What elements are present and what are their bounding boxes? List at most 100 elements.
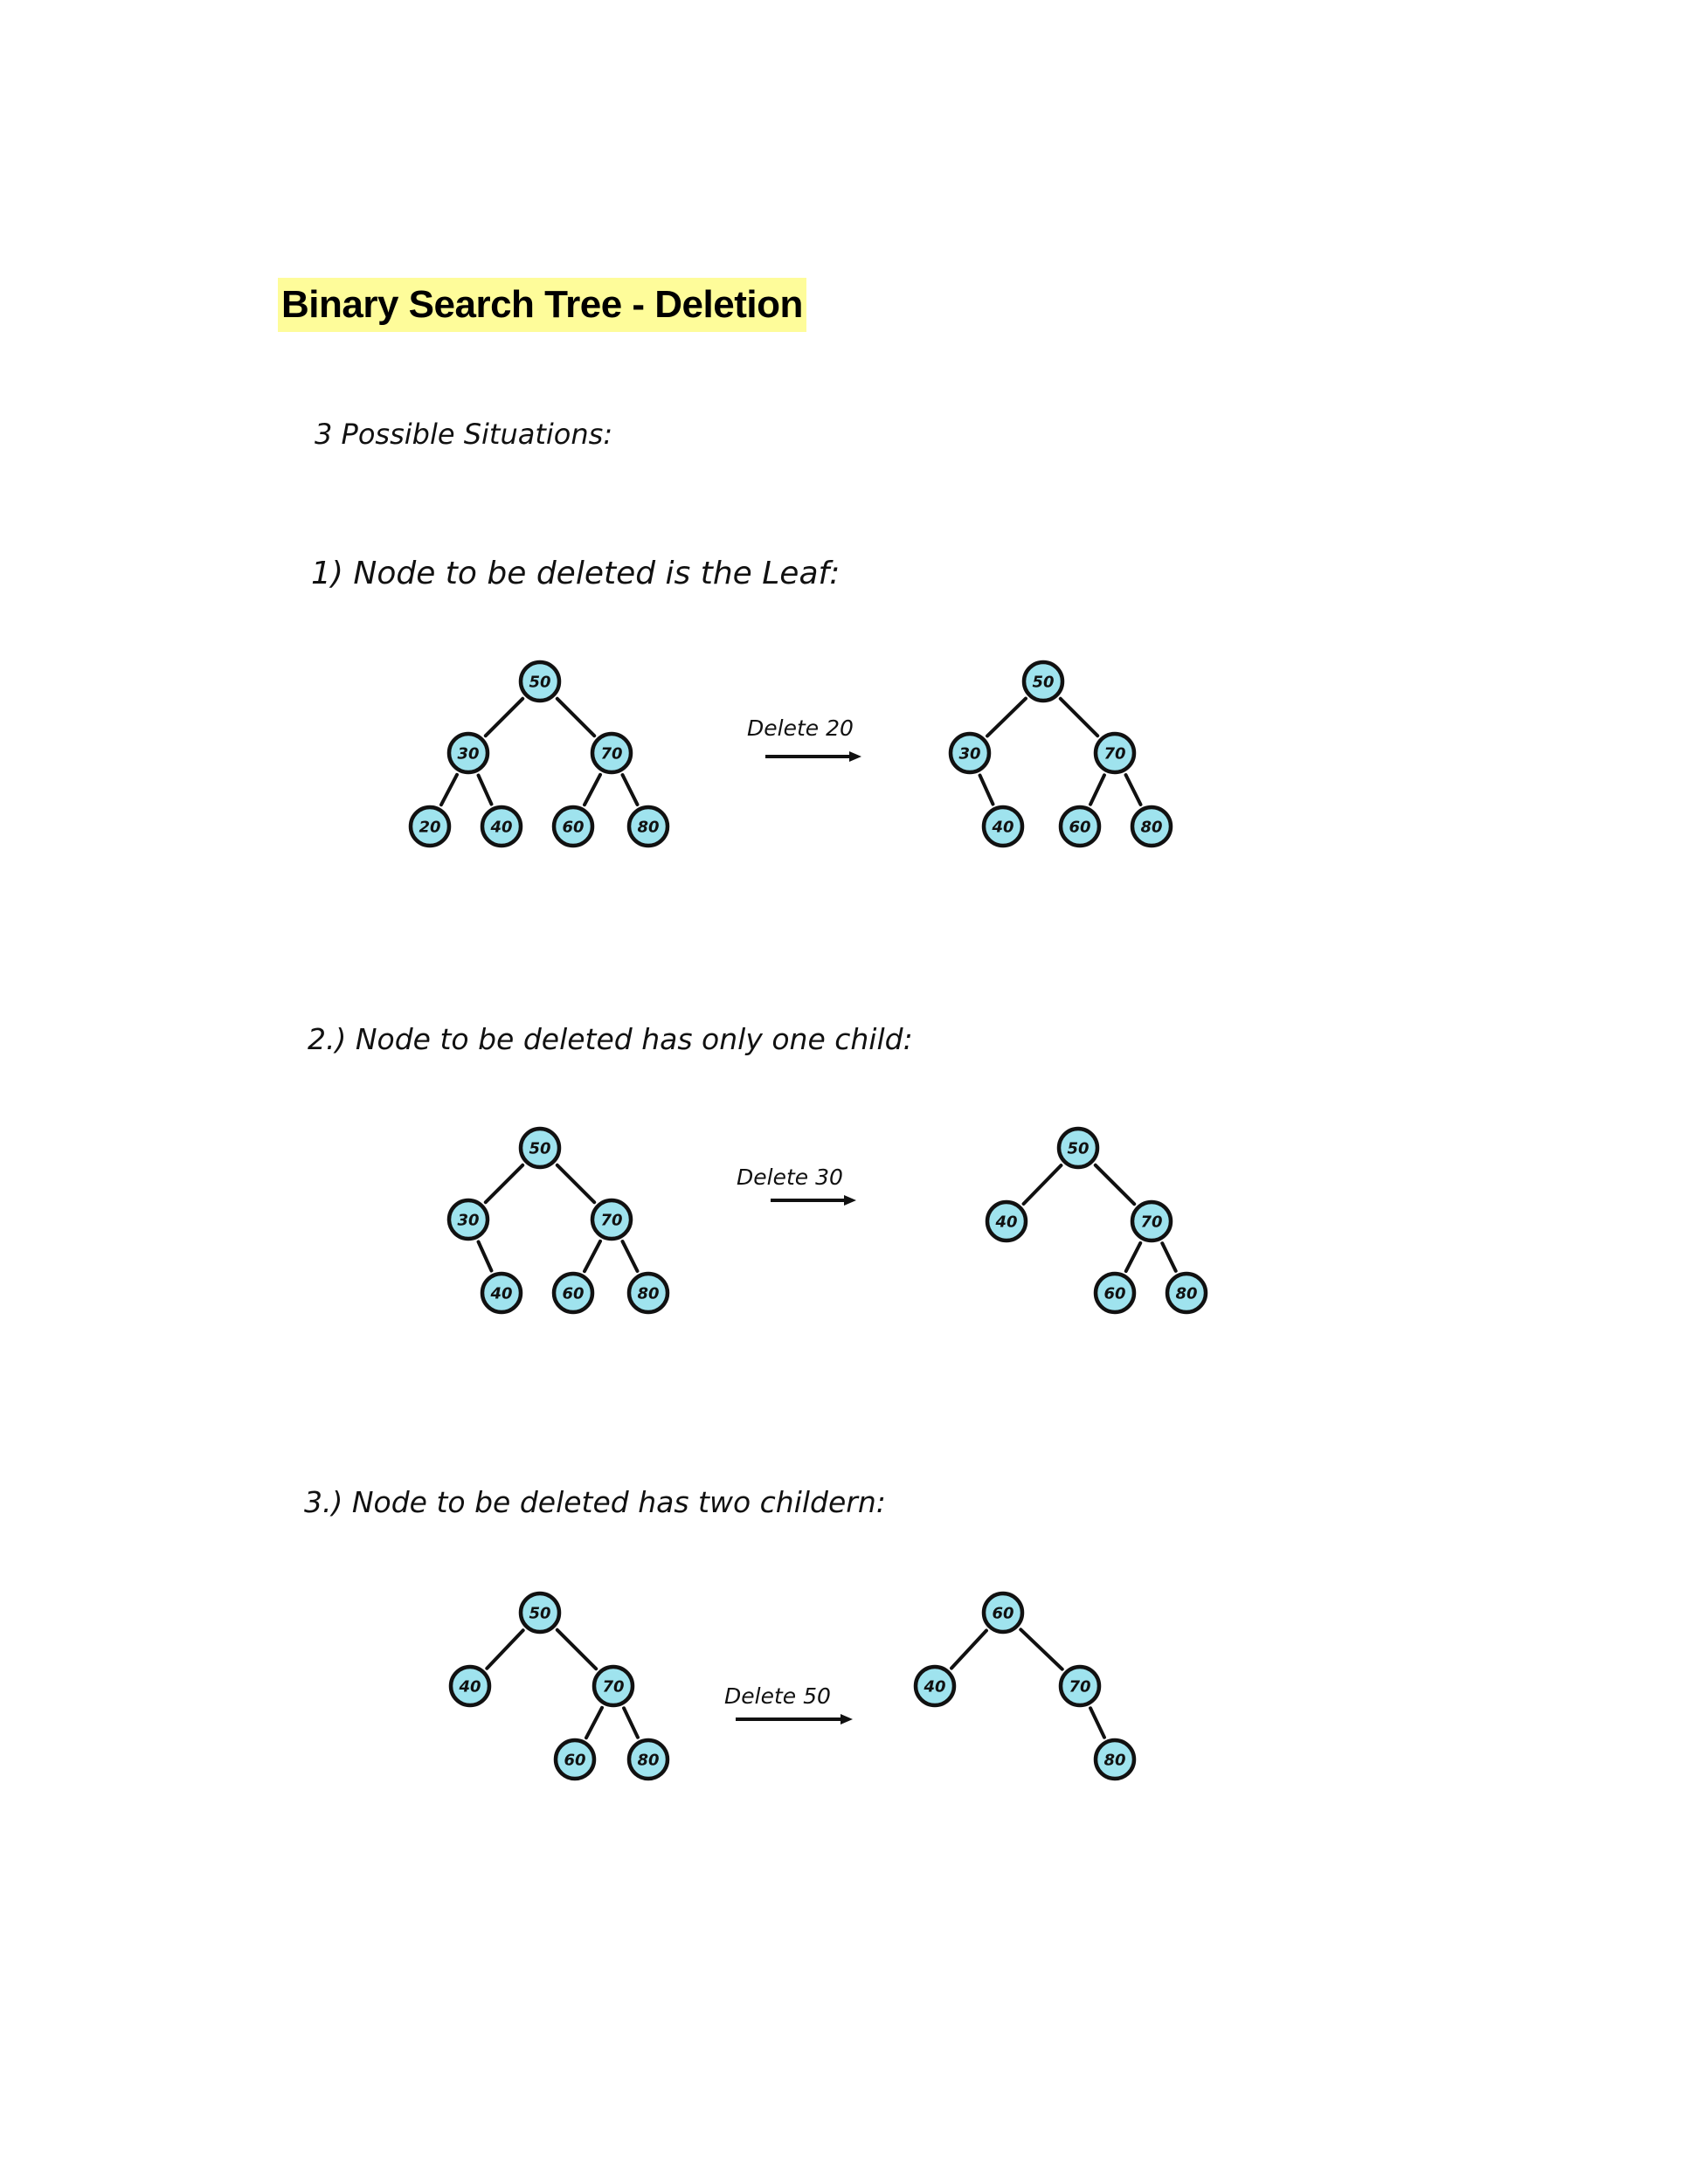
node-label: 50 xyxy=(529,1605,550,1623)
node-label: 20 xyxy=(419,819,440,837)
node-circle xyxy=(590,1198,633,1241)
node-circle xyxy=(551,805,595,848)
node-circle xyxy=(626,1738,670,1781)
node-circle xyxy=(591,1664,635,1708)
case-3-after-node-60: 60 xyxy=(981,1591,1025,1635)
node-circle xyxy=(1058,805,1102,848)
node-circle xyxy=(1093,1271,1137,1315)
arrow-head xyxy=(841,1714,853,1724)
case-1-before-edge-30-40 xyxy=(476,773,494,806)
case-2-after-edge-70-60 xyxy=(1124,1241,1143,1274)
node-label: 30 xyxy=(457,1212,479,1230)
case-3-before-node-50: 50 xyxy=(518,1591,562,1635)
case-1-before-node-30: 30 xyxy=(446,731,490,775)
node-label: 30 xyxy=(457,745,479,764)
node-label: 40 xyxy=(489,819,512,837)
node-circle xyxy=(1093,1738,1137,1781)
case-2-after-node-50: 50 xyxy=(1056,1126,1100,1170)
node-label: 60 xyxy=(564,1752,585,1770)
node-circle xyxy=(408,805,452,848)
case-3-before-node-70: 70 xyxy=(591,1664,635,1708)
case-1-after-edge-30-40 xyxy=(978,773,995,806)
case-2-before-node-30: 30 xyxy=(446,1198,490,1241)
node-circle xyxy=(981,1591,1025,1635)
case-3-before-node-40: 40 xyxy=(448,1664,492,1708)
node-label: 50 xyxy=(1067,1140,1089,1158)
case-1-after-node-70: 70 xyxy=(1093,731,1137,775)
case-2-before-node-60: 60 xyxy=(551,1271,595,1315)
case-1-after-edge-70-80 xyxy=(1124,773,1143,806)
case-1-before-edge-70-80 xyxy=(620,773,640,806)
page-title: Binary Search Tree - Deletion xyxy=(278,278,806,332)
case-1-after-edge-70-60 xyxy=(1089,773,1106,806)
case-3-after-edge-70-80 xyxy=(1089,1706,1106,1739)
node-circle xyxy=(1058,1664,1102,1708)
node-circle xyxy=(480,805,523,848)
case-2-before-tree: 50 30 70 40 60 80 xyxy=(446,1126,670,1315)
case-3-heading: 3.) Node to be deleted has two childern: xyxy=(304,1485,886,1519)
node-circle xyxy=(518,1591,562,1635)
case-2-after-node-40: 40 xyxy=(985,1199,1028,1243)
arrow-head xyxy=(849,751,861,762)
case-1-after-tree: 50 30 70 40 60 80 xyxy=(948,660,1173,848)
node-circle xyxy=(518,660,562,703)
case-1-delete-arrow: Delete 20 xyxy=(747,715,861,762)
case-2-before-node-40: 40 xyxy=(480,1271,523,1315)
node-circle xyxy=(1165,1271,1208,1315)
case-2-after-tree: 50 40 70 60 80 xyxy=(985,1126,1208,1315)
node-circle xyxy=(446,1198,490,1241)
node-circle xyxy=(518,1126,562,1170)
case-1-after-node-50: 50 xyxy=(1021,660,1065,703)
node-label: 70 xyxy=(602,1678,624,1697)
case-1-before-node-70: 70 xyxy=(590,731,633,775)
node-circle xyxy=(553,1738,597,1781)
case-1-heading: 1) Node to be deleted is the Leaf: xyxy=(311,556,841,591)
case-2-before-edge-50-70 xyxy=(555,1163,597,1205)
case-3-operation-label: Delete 50 xyxy=(724,1683,831,1709)
case-2-before-node-80: 80 xyxy=(626,1271,670,1315)
case-3-before-edge-70-60 xyxy=(584,1705,605,1740)
case-3-before-edge-70-80 xyxy=(622,1706,640,1739)
case-1-before-edge-30-20 xyxy=(439,772,460,807)
case-3-before-node-60: 60 xyxy=(553,1738,597,1781)
case-2-before-edge-30-40 xyxy=(476,1240,494,1273)
node-label: 40 xyxy=(923,1678,945,1697)
case-1-after-node-80: 80 xyxy=(1130,805,1173,848)
node-circle xyxy=(981,805,1025,848)
case-3-before-tree: 50 40 70 60 80 xyxy=(448,1591,670,1781)
case-1-before-edge-70-60 xyxy=(582,772,603,807)
node-circle xyxy=(590,731,633,775)
node-circle xyxy=(1130,1199,1173,1243)
case-1-before-node-40: 40 xyxy=(480,805,523,848)
case-1-before-node-80: 80 xyxy=(626,805,670,848)
case-3-after-node-80: 80 xyxy=(1093,1738,1137,1781)
case-2-after-edge-70-80 xyxy=(1160,1241,1178,1273)
node-circle xyxy=(948,731,992,775)
node-label: 70 xyxy=(1069,1678,1090,1697)
case-2-before-node-70: 70 xyxy=(590,1198,633,1241)
node-label: 70 xyxy=(600,1212,622,1230)
node-label: 80 xyxy=(637,1285,659,1303)
case-2-before-node-50: 50 xyxy=(518,1126,562,1170)
case-2-operation-label: Delete 30 xyxy=(737,1165,843,1190)
node-label: 80 xyxy=(1103,1752,1125,1770)
node-circle xyxy=(1021,660,1065,703)
node-label: 60 xyxy=(562,1285,584,1303)
case-3-delete-arrow: Delete 50 xyxy=(724,1683,853,1724)
case-1-after-edge-50-70 xyxy=(1058,696,1100,738)
node-label: 50 xyxy=(529,674,550,692)
case-3-after-edge-60-70 xyxy=(1019,1628,1064,1671)
node-label: 80 xyxy=(1140,819,1162,837)
case-1-before-node-60: 60 xyxy=(551,805,595,848)
case-1-before-edge-50-70 xyxy=(555,696,597,738)
node-label: 60 xyxy=(1103,1285,1125,1303)
case-2-after-node-60: 60 xyxy=(1093,1271,1137,1315)
node-circle xyxy=(626,805,670,848)
case-3-after-node-70: 70 xyxy=(1058,1664,1102,1708)
node-circle xyxy=(1130,805,1173,848)
case-3-after-tree: 60 40 70 80 xyxy=(913,1591,1137,1781)
node-label: 80 xyxy=(1175,1285,1197,1303)
node-circle xyxy=(985,1199,1028,1243)
case-1-before-tree: 50 30 70 20 40 60 80 xyxy=(408,660,670,848)
